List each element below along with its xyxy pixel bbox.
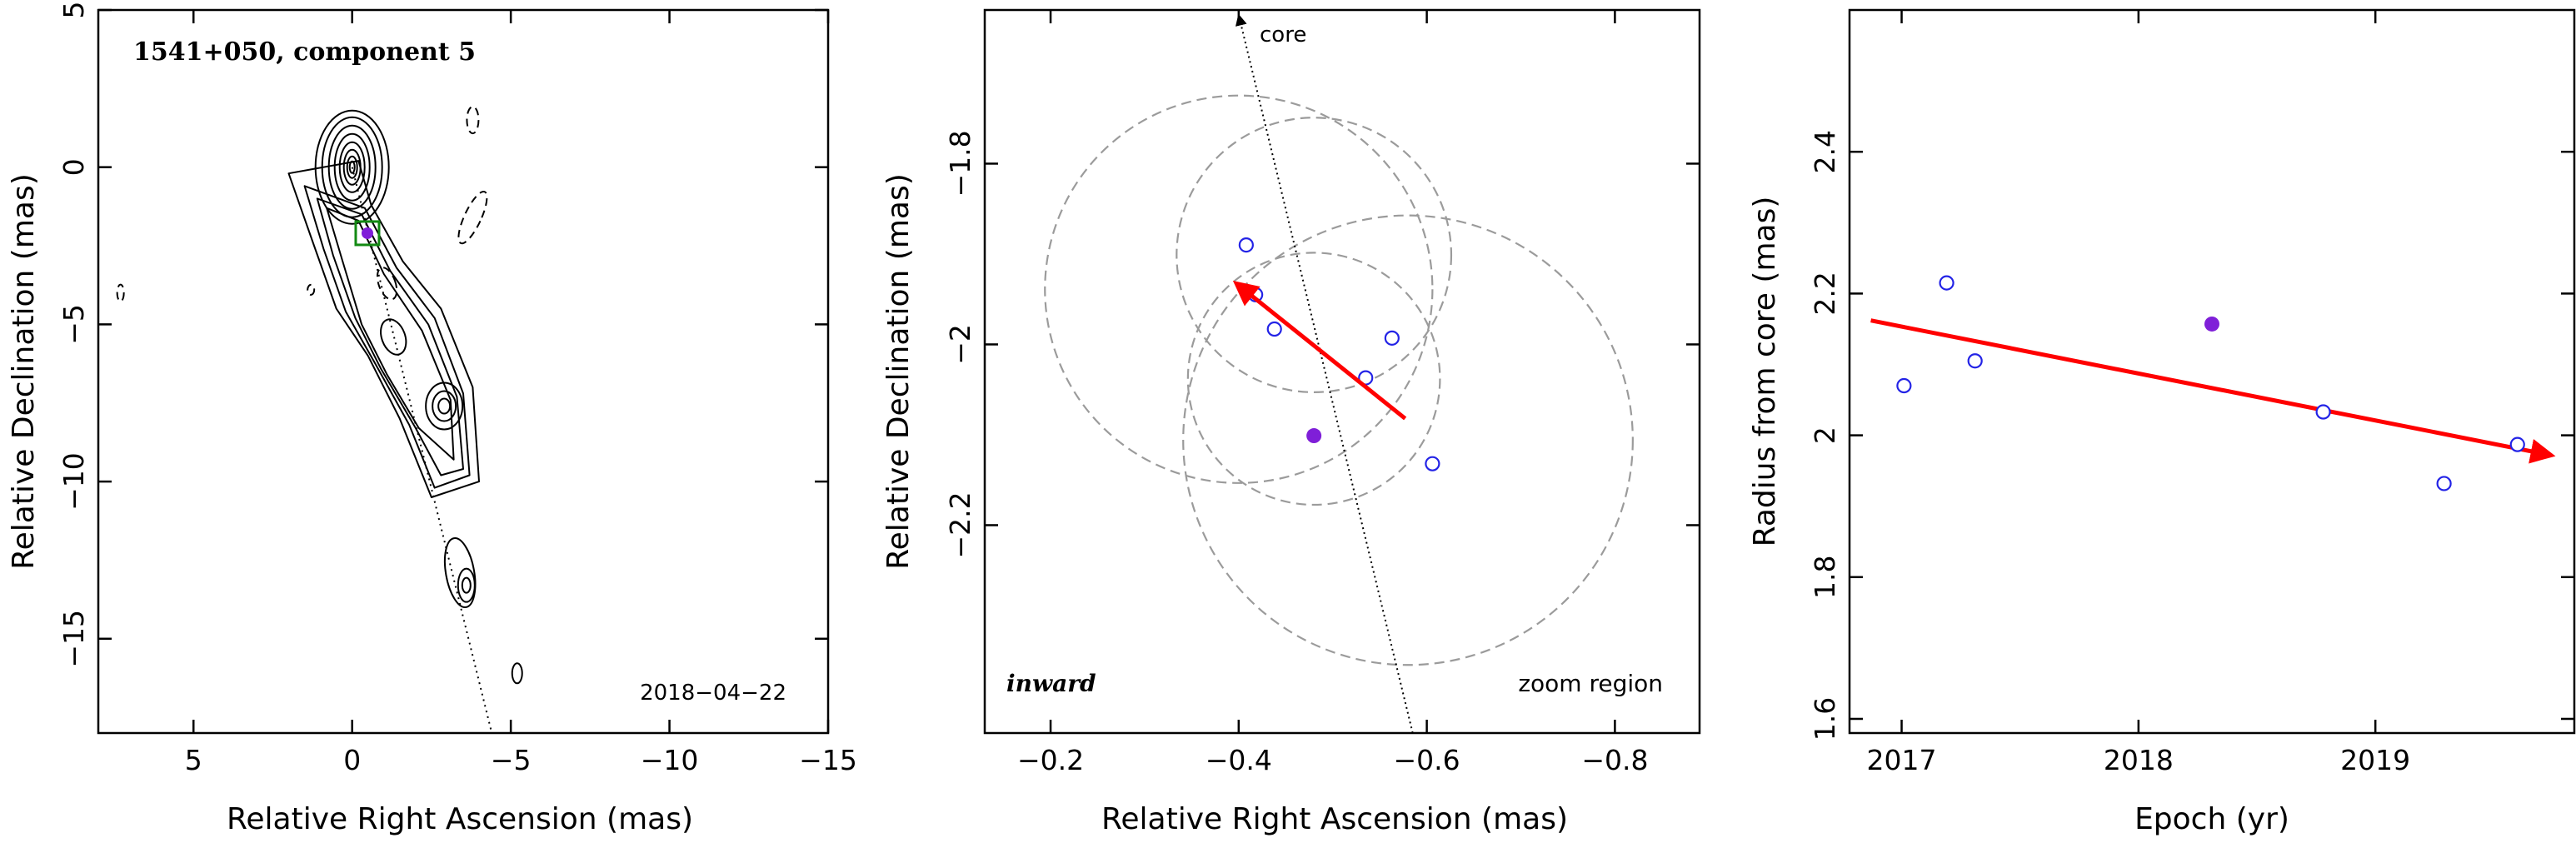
radius-point	[1939, 275, 1954, 291]
position-point	[1425, 456, 1440, 471]
contour-level	[287, 160, 480, 498]
y-tick-label: −15	[57, 610, 90, 668]
y-tick-label: 1.8	[1809, 556, 1841, 599]
jet-axis-line	[351, 167, 493, 733]
component-marker	[361, 227, 373, 239]
position-point	[1384, 330, 1400, 346]
contour-level	[461, 576, 472, 594]
inward-label: inward	[1006, 670, 1096, 697]
x-tick-label: −10	[641, 744, 699, 776]
x-tick-label: 2018	[2104, 744, 2174, 776]
contour-level	[314, 109, 390, 225]
contour-level	[376, 267, 398, 301]
contour-level	[116, 283, 125, 302]
motion-arrow	[1232, 281, 1407, 421]
y-tick-label: 2.2	[1809, 272, 1841, 315]
plot-frame	[1848, 8, 2576, 735]
position-point	[1266, 321, 1282, 337]
uncertainty-circle	[1186, 252, 1441, 506]
x-axis-label: Relative Right Ascension (mas)	[227, 802, 693, 836]
x-tick-label: −5	[491, 744, 532, 776]
ticks: 2017 2018 2019 1.6 1.8 2 2.2 2.4	[1809, 10, 2574, 776]
contour-level	[346, 155, 358, 179]
contour-level	[338, 141, 366, 193]
contour-level	[316, 197, 464, 476]
y-tick-label: 0	[57, 158, 90, 176]
y-axis-label: Relative Declination (mas)	[7, 173, 41, 570]
x-tick-label: 5	[185, 744, 202, 776]
y-tick-label: −1.8	[944, 130, 976, 197]
zoom-panel: −0.2 −0.4 −0.6 −0.8 −1.8 −2 −2.2 core inward z…	[881, 8, 1701, 836]
fit-arrow	[1870, 318, 2556, 464]
contour-level	[437, 397, 452, 415]
x-tick-label: −0.8	[1581, 744, 1648, 776]
current-epoch-point	[2204, 316, 2219, 332]
contour-level	[443, 537, 477, 608]
y-tick-label: −5	[57, 304, 90, 345]
contour-level	[327, 124, 377, 210]
chart-title: 1541+050, component 5	[133, 37, 476, 67]
radius-point	[2509, 436, 2525, 452]
contour-level	[380, 318, 407, 356]
core-direction-arrow	[1235, 13, 1414, 733]
x-axis-label: Epoch (yr)	[2134, 802, 2289, 836]
panel3-content	[1870, 275, 2556, 491]
contour-level	[457, 190, 488, 245]
radius-point	[2436, 476, 2452, 491]
y-tick-label: 2	[1809, 426, 1841, 444]
y-axis-label: Radius from core (mas)	[1748, 197, 1782, 547]
position-point	[1238, 237, 1254, 253]
y-tick-label: 1.6	[1809, 697, 1841, 741]
radius-vs-epoch-panel: 2017 2018 2019 1.6 1.8 2 2.2 2.4 Epoch (yr) Rad…	[1748, 8, 2576, 836]
x-tick-label: 2017	[1867, 744, 1937, 776]
y-tick-label: −2	[944, 324, 976, 365]
radius-point	[2315, 404, 2331, 420]
zoom-region-label: zoom region	[1518, 670, 1663, 697]
core-label: core	[1260, 22, 1306, 47]
y-tick-label: 2.4	[1809, 130, 1841, 173]
contour-level	[425, 382, 464, 431]
y-tick-label: −10	[57, 452, 90, 511]
uncertainty-circle	[1182, 214, 1634, 666]
x-tick-label: −0.6	[1394, 744, 1460, 776]
contour-level	[457, 567, 476, 603]
plot-frame	[983, 8, 1701, 735]
uncertainty-circle	[1176, 117, 1453, 393]
y-tick-label: −2.2	[944, 491, 976, 558]
contour-level	[303, 185, 471, 489]
contour-level	[333, 132, 371, 202]
y-axis-label: Relative Declination (mas)	[881, 173, 916, 570]
contour-level	[466, 106, 480, 135]
zoom-region-box	[354, 220, 381, 247]
radius-point	[1896, 377, 1912, 394]
x-axis-label: Relative Right Ascension (mas)	[1101, 802, 1568, 836]
radius-point	[1967, 353, 1983, 369]
current-epoch-point	[1306, 428, 1322, 444]
radio-contours	[116, 106, 523, 733]
contour-level	[432, 390, 457, 422]
plot-frame	[97, 8, 830, 735]
panel1-marks	[354, 220, 381, 247]
x-tick-label: 0	[343, 744, 361, 776]
x-tick-label: −0.2	[1017, 744, 1084, 776]
y-tick-label: 5	[57, 2, 90, 19]
contour-level	[326, 207, 455, 461]
ticks: 5 0 −5 −10 −15 5 0 −5 −10 −15	[57, 2, 857, 777]
uncertainty-circle	[1044, 94, 1434, 484]
contour-map-panel: 5 0 −5 −10 −15 5 0 −5 −10 −15 1541+050, component…	[7, 2, 857, 837]
panel2-content	[1044, 13, 1634, 733]
x-tick-label: 2019	[2340, 744, 2410, 776]
x-tick-label: −15	[799, 744, 857, 776]
contour-level	[511, 662, 523, 685]
contour-level	[307, 283, 316, 296]
x-tick-label: −0.4	[1206, 744, 1272, 776]
ticks: −0.2 −0.4 −0.6 −0.8 −1.8 −2 −2.2	[944, 10, 1700, 776]
date-label: 2018−04−22	[640, 681, 786, 706]
